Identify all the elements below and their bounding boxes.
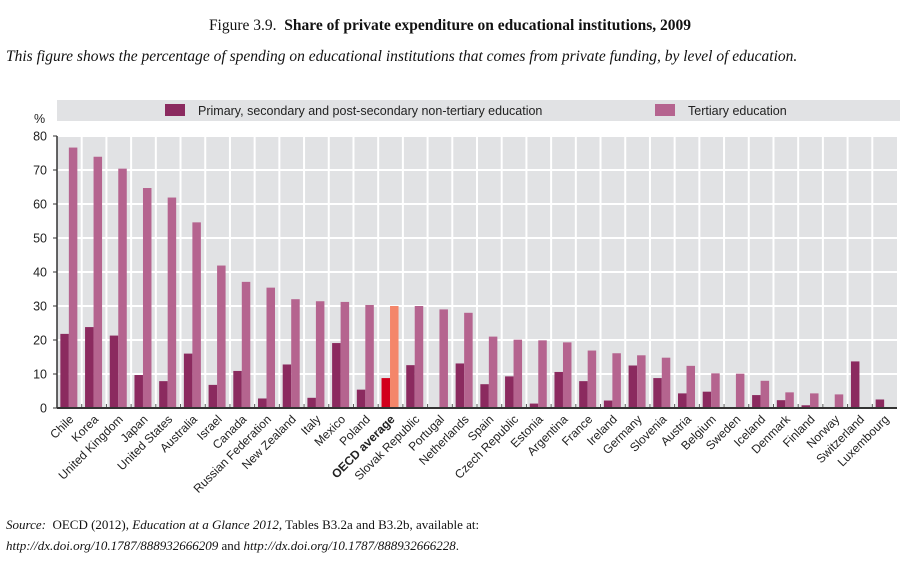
bar-primary-slovak-republic (406, 365, 415, 408)
bar-tertiary-austria (686, 365, 695, 408)
bar-primary-netherlands (455, 363, 465, 408)
bar-tertiary-united-states (167, 197, 177, 408)
y-tick-label: 60 (33, 198, 47, 212)
bar-tertiary-russian-federation (266, 287, 275, 408)
legend-swatch-primary (165, 104, 185, 116)
bar-tertiary-canada (241, 281, 251, 408)
bar-tertiary-poland (365, 304, 374, 408)
legend-label-primary: Primary, secondary and post-secondary no… (198, 104, 542, 118)
y-tick-label: 80 (33, 130, 47, 144)
source-link-2[interactable]: http://dx.doi.org/10.1787/888932666228 (243, 538, 456, 553)
y-tick-label: 40 (33, 266, 47, 280)
bar-primary-slovenia (653, 378, 662, 408)
y-tick-label: 70 (33, 164, 47, 178)
bar-tertiary-denmark (785, 392, 794, 408)
bar-primary-chile (60, 333, 69, 408)
bar-tertiary-czech-republic (513, 339, 523, 408)
bar-tertiary-netherlands (464, 312, 473, 408)
bar-tertiary-ireland (612, 353, 621, 408)
bar-tertiary-united-kingdom (118, 168, 127, 408)
bar-primary-canada (233, 370, 242, 408)
legend-label-tertiary: Tertiary education (688, 104, 787, 118)
bar-primary-france (579, 381, 588, 408)
source-end: . (455, 538, 459, 553)
bar-primary-poland (356, 389, 366, 408)
bar-tertiary-japan (142, 188, 152, 408)
bar-tertiary-korea (93, 156, 103, 408)
bar-tertiary-slovenia (661, 357, 671, 408)
bar-primary-finland (801, 405, 811, 408)
y-tick-label: 30 (33, 300, 47, 314)
bar-tertiary-israel (217, 265, 226, 408)
bar-primary-russian-federation (258, 398, 267, 408)
bar-tertiary-norway (834, 394, 844, 408)
bar-tertiary-france (587, 350, 597, 408)
source-link-1[interactable]: http://dx.doi.org/10.1787/888932666209 (6, 538, 219, 553)
bar-primary-new-zealand (282, 364, 292, 408)
bar-tertiary-iceland (760, 380, 770, 408)
bar-primary-belgium (702, 391, 712, 408)
bar-primary-czech-republic (505, 376, 514, 408)
bar-tertiary-australia (192, 222, 201, 408)
bar-primary-australia (183, 353, 193, 408)
y-tick-label: 10 (33, 368, 47, 382)
source-note: Source: OECD (2012), Education at a Glan… (6, 514, 896, 556)
legend-swatch-tertiary (655, 104, 675, 116)
bar-tertiary-finland (810, 393, 819, 408)
bar-tertiary-belgium (711, 373, 720, 408)
bar-tertiary-spain (488, 336, 498, 408)
bar-tertiary-germany (637, 355, 646, 408)
source-tables: , Tables B3.2a and B3.2b, available at: (278, 517, 480, 532)
bar-primary-united-kingdom (109, 335, 119, 408)
bar-primary-israel (208, 384, 218, 408)
figure-title-text: Share of private expenditure on educatio… (284, 17, 692, 34)
bar-primary-united-states (159, 381, 168, 408)
y-axis-unit-label: % (34, 112, 45, 126)
bar-primary-iceland (752, 395, 761, 408)
figure-number: Figure 3.9. (208, 17, 277, 34)
source-citation: OECD (2012), (52, 517, 129, 532)
bar-primary-germany (628, 365, 638, 408)
bar-primary-austria (678, 393, 687, 408)
bar-primary-switzerland (850, 361, 860, 408)
bar-primary-korea (85, 327, 94, 408)
bar-primary-ireland (603, 400, 613, 408)
bar-primary-spain (480, 384, 489, 408)
source-label: Source: (6, 517, 46, 532)
bar-primary-italy (307, 397, 316, 408)
bar-tertiary-estonia (538, 340, 547, 408)
bar-tertiary-new-zealand (291, 299, 300, 408)
bar-primary-oecd-average (381, 378, 391, 408)
bar-primary-estonia (529, 403, 539, 408)
figure-title: Figure 3.9. Share of private expenditure… (0, 17, 900, 35)
y-tick-label: 0 (40, 402, 47, 416)
figure-description: This figure shows the percentage of spen… (6, 48, 798, 65)
legend-background (57, 100, 900, 121)
source-publication: Education at a Glance 2012 (132, 517, 279, 532)
source-and: and (218, 538, 244, 553)
bar-tertiary-italy (315, 301, 325, 408)
y-tick-label: 20 (33, 334, 47, 348)
bar-primary-argentina (554, 371, 563, 408)
bar-chart: Primary, secondary and post-secondary no… (33, 100, 900, 496)
bar-tertiary-portugal (439, 309, 448, 408)
bar-primary-denmark (776, 400, 786, 408)
bar-tertiary-sweden (735, 373, 745, 408)
bar-primary-japan (134, 375, 143, 408)
bar-tertiary-mexico (340, 301, 350, 408)
bar-primary-mexico (332, 343, 341, 408)
y-tick-label: 50 (33, 232, 47, 246)
bar-primary-luxembourg (875, 399, 885, 408)
bar-tertiary-chile (68, 147, 78, 408)
bar-tertiary-slovak-republic (414, 306, 424, 408)
bar-tertiary-oecd-average (390, 306, 399, 408)
bar-tertiary-argentina (562, 342, 572, 408)
